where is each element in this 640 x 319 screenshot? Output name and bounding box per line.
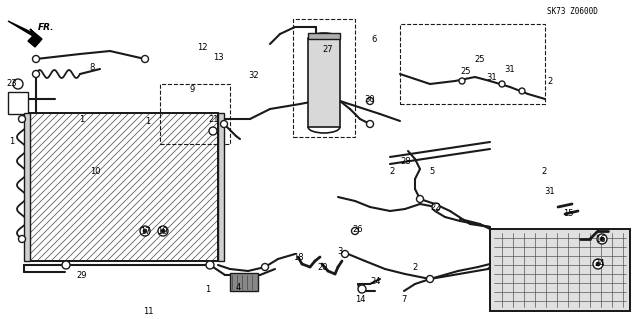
Text: 2: 2 (541, 167, 547, 175)
Bar (160, 84, 230, 144)
Circle shape (262, 263, 269, 271)
Text: 4: 4 (236, 283, 241, 292)
Text: 1: 1 (145, 116, 150, 125)
Text: 3: 3 (337, 247, 342, 256)
Bar (490, 229, 630, 311)
Text: 5: 5 (429, 167, 435, 175)
Bar (490, 229, 630, 311)
Text: 32: 32 (249, 70, 259, 79)
Text: 27: 27 (323, 44, 333, 54)
Text: 23: 23 (6, 79, 17, 88)
Text: 25: 25 (461, 66, 471, 76)
Circle shape (367, 121, 374, 128)
Circle shape (499, 81, 505, 87)
Text: 1: 1 (79, 115, 84, 123)
Circle shape (206, 261, 214, 269)
Circle shape (593, 259, 603, 269)
Circle shape (209, 127, 217, 135)
Text: 28: 28 (401, 157, 412, 166)
Circle shape (140, 226, 150, 236)
Text: 22: 22 (431, 203, 441, 211)
Circle shape (367, 98, 374, 105)
Circle shape (519, 88, 525, 94)
Text: FR.: FR. (38, 23, 54, 32)
Bar (400, 24, 545, 104)
Text: 24: 24 (371, 277, 381, 286)
Text: 1: 1 (10, 137, 15, 145)
Text: 25: 25 (475, 55, 485, 63)
Circle shape (62, 261, 70, 269)
Text: 11: 11 (143, 307, 153, 315)
Circle shape (596, 262, 600, 266)
Circle shape (158, 226, 168, 236)
Circle shape (221, 121, 227, 128)
Text: 19: 19 (157, 226, 167, 235)
Text: 31: 31 (545, 187, 556, 196)
Bar (308, 39, 340, 127)
Bar (30, 113, 218, 261)
Circle shape (19, 115, 26, 122)
Text: 29: 29 (77, 271, 87, 279)
Text: 17: 17 (140, 226, 150, 235)
Circle shape (13, 79, 23, 89)
Circle shape (63, 262, 69, 268)
Text: 12: 12 (196, 42, 207, 51)
Text: 8: 8 (90, 63, 95, 71)
Text: 2: 2 (547, 77, 552, 85)
Text: 14: 14 (355, 294, 365, 303)
Text: 1: 1 (205, 285, 211, 293)
Polygon shape (8, 21, 42, 47)
Circle shape (459, 78, 465, 84)
Bar (24, 113, 30, 261)
Text: 31: 31 (505, 64, 515, 73)
Circle shape (143, 229, 147, 233)
Bar (30, 113, 218, 261)
Bar (218, 113, 224, 261)
Text: 24: 24 (595, 259, 605, 269)
Text: 2: 2 (389, 167, 395, 175)
Text: 13: 13 (212, 53, 223, 62)
Bar (293, 19, 355, 137)
Bar (30, 113, 218, 261)
Text: 26: 26 (353, 225, 364, 234)
Circle shape (426, 276, 433, 283)
Circle shape (161, 229, 165, 233)
Circle shape (358, 285, 366, 293)
Text: 30: 30 (365, 94, 375, 103)
Text: 21: 21 (209, 115, 220, 123)
Circle shape (417, 196, 424, 203)
Text: 6: 6 (371, 34, 377, 43)
Bar (8, 92, 28, 114)
Circle shape (19, 235, 26, 242)
Text: 18: 18 (292, 253, 303, 262)
Circle shape (597, 234, 607, 244)
Text: 31: 31 (486, 72, 497, 81)
Text: 16: 16 (595, 234, 605, 243)
Circle shape (432, 203, 440, 211)
Text: 7: 7 (401, 294, 406, 303)
Circle shape (600, 237, 604, 241)
Bar (308, 33, 340, 39)
Text: 2: 2 (412, 263, 418, 271)
Circle shape (351, 227, 358, 234)
Circle shape (33, 56, 40, 63)
Text: 9: 9 (189, 85, 195, 93)
Circle shape (33, 70, 40, 78)
Text: SK73 Z0600D: SK73 Z0600D (547, 6, 597, 16)
Text: 15: 15 (563, 210, 573, 219)
Bar (230, 273, 258, 291)
Circle shape (141, 56, 148, 63)
Circle shape (342, 250, 349, 257)
Text: 10: 10 (90, 167, 100, 175)
Text: 20: 20 (317, 263, 328, 271)
